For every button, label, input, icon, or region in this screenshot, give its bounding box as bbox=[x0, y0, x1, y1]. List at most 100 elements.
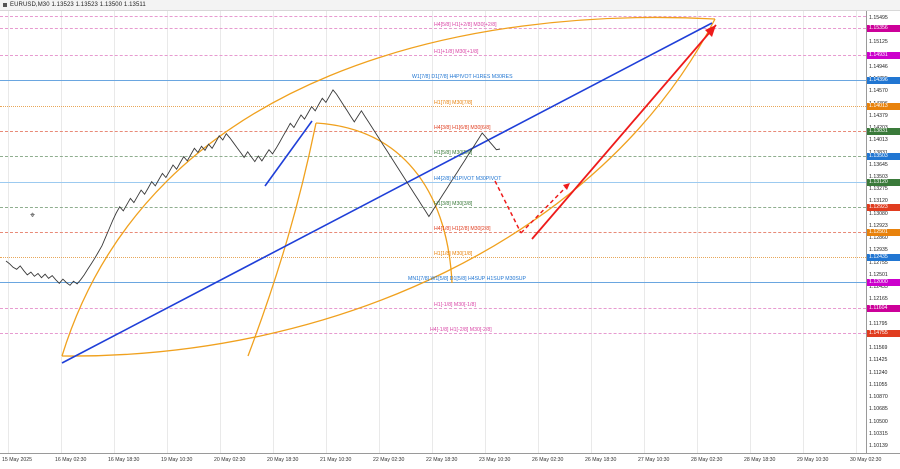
window-icon bbox=[3, 3, 7, 7]
time-tick-label: 29 May 10:30 bbox=[797, 457, 829, 463]
level-label: H1[+1/8] M30[+1/8] bbox=[434, 49, 479, 55]
trendline-blue bbox=[61, 22, 713, 364]
time-tick-label: 20 May 02:30 bbox=[214, 457, 246, 463]
price-level-badge: 1.12501 bbox=[867, 229, 900, 236]
price-level-badge: 1.13503 bbox=[867, 153, 900, 160]
level-label: MN1[7/8] W1[5/8] D1[5/8] H4SUP H1SUP M30… bbox=[408, 276, 527, 282]
level-line bbox=[0, 80, 866, 81]
forecast-arrowhead bbox=[563, 183, 570, 190]
time-tick-label: 22 May 18:30 bbox=[426, 457, 458, 463]
price-tick-label: 1.12435 bbox=[869, 284, 888, 291]
price-tick-label: 1.10315 bbox=[869, 430, 888, 437]
time-tick-label: 16 May 02:30 bbox=[55, 457, 87, 463]
price-level-badge: 1.15356 bbox=[867, 25, 900, 32]
window-title-bar: EURUSD,M30 1.13523 1.13523 1.13500 1.135… bbox=[0, 0, 900, 11]
level-line bbox=[0, 182, 866, 183]
mouse-cursor: ⌖ bbox=[30, 210, 36, 220]
level-line bbox=[0, 16, 866, 17]
window-title-text: EURUSD,M30 1.13523 1.13523 1.13500 1.135… bbox=[10, 2, 146, 8]
price-tick-label: 1.12755 bbox=[869, 259, 888, 266]
time-tick-label: 22 May 02:30 bbox=[373, 457, 405, 463]
time-tick-label: 28 May 18:30 bbox=[744, 457, 776, 463]
price-level-badge: 1.14396 bbox=[867, 77, 900, 84]
price-tick-label: 1.13831 bbox=[869, 150, 888, 156]
level-label: H4[2/8] H1PIVOT M30PIVOT bbox=[434, 176, 502, 182]
time-tick-label: 30 May 02:30 bbox=[850, 457, 882, 463]
time-tick-label: 26 May 02:30 bbox=[532, 457, 564, 463]
level-line bbox=[0, 106, 866, 107]
price-level-badge: 1.14755 bbox=[867, 330, 900, 337]
level-label: H1[-1/8] M30[-1/8] bbox=[434, 302, 476, 308]
price-tick-label: 1.10685 bbox=[869, 406, 888, 413]
level-label: W1[7/8] D1[7/8] H4PIVOT H1RES M30RES bbox=[412, 74, 513, 80]
level-line bbox=[0, 333, 866, 334]
level-line bbox=[0, 308, 866, 309]
arc-inner-right bbox=[315, 122, 453, 284]
level-line bbox=[0, 131, 866, 132]
price-level-badge: 1.12000 bbox=[867, 279, 900, 286]
price-tick-label: 1.12860 bbox=[869, 235, 888, 242]
price-level-badge: 1.12923 bbox=[867, 204, 900, 211]
price-tick-label: 1.11425 bbox=[869, 357, 888, 364]
time-tick-label: 26 May 18:30 bbox=[585, 457, 617, 463]
level-label: H4[1/8] H1[2/8] M30[2/8] bbox=[434, 226, 491, 232]
time-tick-label: 15 May 2025 bbox=[2, 457, 32, 463]
price-tick-label: 1.10500 bbox=[869, 418, 888, 425]
level-line bbox=[0, 28, 866, 29]
price-level-badge: 1.12435 bbox=[867, 254, 900, 261]
chart-drawings bbox=[5, 16, 717, 364]
time-tick-label: 28 May 02:30 bbox=[691, 457, 723, 463]
level-label: H1[1/8] M30[1/8] bbox=[434, 251, 473, 257]
price-tick-label: 1.15125 bbox=[869, 39, 888, 46]
chart-plot-area[interactable]: H4[5/8] H1[+2/8] M30[+2/8] H1[+1/8] M30[+… bbox=[0, 11, 866, 453]
price-tick-label: 1.14379 bbox=[869, 112, 888, 119]
price-tick-label: 1.11240 bbox=[869, 369, 888, 376]
forecast-dashed-down bbox=[494, 180, 522, 234]
price-tick-label: 1.13080 bbox=[869, 210, 888, 217]
level-label: H1[5/8] M30[5/8] bbox=[434, 150, 473, 156]
price-axis[interactable]: 1.15495 1.15356 1.15125 1.14931 1.14946 1.147… bbox=[866, 11, 900, 453]
price-tick-label: 1.11055 bbox=[869, 381, 888, 388]
price-tick-label: 1.12923 bbox=[869, 222, 888, 229]
price-series-line bbox=[5, 89, 501, 286]
level-line bbox=[0, 282, 866, 283]
price-level-badge: 1.13831 bbox=[867, 128, 900, 135]
time-tick-label: 23 May 10:30 bbox=[479, 457, 511, 463]
projection-arrow-head bbox=[705, 25, 716, 37]
price-level-badge: 1.13120 bbox=[867, 179, 900, 186]
time-axis[interactable]: 15 May 2025 16 May 02:30 16 May 18:30 19 Ma… bbox=[0, 453, 900, 469]
projection-arrow-line bbox=[531, 24, 717, 240]
time-tick-label: 16 May 18:30 bbox=[108, 457, 140, 463]
price-tick-label: 1.14946 bbox=[869, 63, 888, 70]
level-label: H4[5/8] H1[+2/8] M30[+2/8] bbox=[434, 22, 497, 28]
price-tick-label: 1.11569 bbox=[869, 345, 888, 352]
level-label: H1[3/8] M30[3/8] bbox=[434, 201, 473, 207]
level-label: H4[3/8] H1[6/8] M30[6/8] bbox=[434, 125, 491, 131]
price-tick-label: 1.15495 bbox=[869, 15, 888, 21]
level-line bbox=[0, 257, 866, 258]
time-tick-label: 21 May 10:30 bbox=[320, 457, 352, 463]
level-label: H1[7/8] M30[7/8] bbox=[434, 100, 473, 106]
price-tick-label: 1.10870 bbox=[869, 394, 888, 401]
level-line bbox=[0, 55, 866, 56]
price-level-badge: 1.11604 bbox=[867, 305, 900, 312]
trendline-blue-short bbox=[264, 120, 313, 187]
price-tick-label: 1.13275 bbox=[869, 186, 888, 193]
time-tick-label: 20 May 18:30 bbox=[267, 457, 299, 463]
time-tick-label: 19 May 10:30 bbox=[161, 457, 193, 463]
level-line bbox=[0, 232, 866, 233]
price-tick-label: 1.12165 bbox=[869, 296, 888, 303]
level-line bbox=[0, 207, 866, 208]
price-tick-label: 1.10139 bbox=[869, 443, 888, 449]
forecast-dashed-up bbox=[520, 182, 571, 234]
channel-arc-lower bbox=[61, 18, 716, 357]
price-tick-label: 1.12501 bbox=[869, 271, 888, 278]
price-tick-label: 1.14570 bbox=[869, 88, 888, 95]
price-tick-label: 1.13503 bbox=[869, 173, 888, 180]
arc-inner-left bbox=[247, 122, 317, 357]
price-tick-label: 1.12935 bbox=[869, 247, 888, 254]
price-tick-label: 1.14013 bbox=[869, 137, 888, 144]
channel-arc-upper bbox=[61, 16, 716, 357]
price-level-badge: 1.14013 bbox=[867, 103, 900, 110]
